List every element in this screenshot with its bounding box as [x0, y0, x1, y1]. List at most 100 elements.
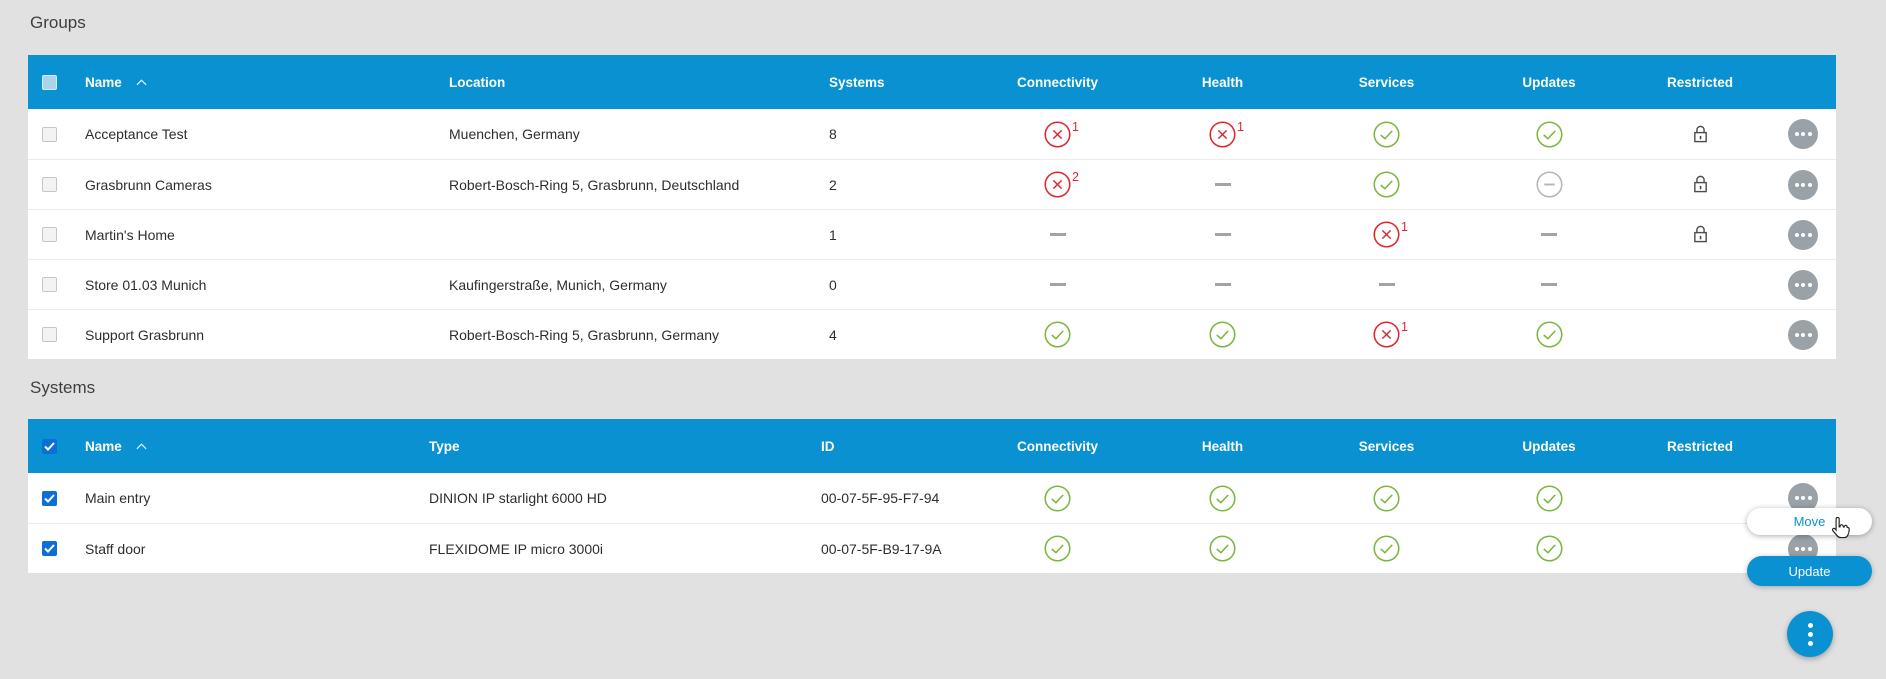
context-menu-update-button[interactable]: Update [1747, 556, 1872, 586]
groups-column-updates: Updates [1522, 74, 1576, 90]
group-name: Store 01.03 Munich [85, 276, 207, 293]
mouse-cursor-hand-icon [1829, 515, 1852, 542]
systems-select-all-checkbox[interactable] [41, 438, 57, 454]
status-none-dash [1541, 233, 1557, 236]
system-name: Main entry [85, 490, 151, 506]
status-none-dash [1214, 283, 1231, 286]
status-error-icon: 1 [1044, 120, 1079, 148]
groups-column-name[interactable]: Name [85, 74, 122, 90]
context-menu-move-button[interactable]: Move [1747, 508, 1872, 535]
status-ok-icon [1373, 485, 1400, 512]
status-ok-icon [1044, 321, 1071, 348]
status-none-dash [1049, 283, 1066, 286]
system-type: DINION IP starlight 6000 HD [429, 490, 607, 506]
systems-section-title: Systems [30, 378, 96, 397]
status-ok-icon [1373, 171, 1400, 198]
status-ok-icon [1373, 535, 1400, 562]
status-ok-icon [1209, 321, 1236, 348]
groups-column-connectivity: Connectivity [1016, 74, 1098, 90]
status-ok-icon [1209, 535, 1236, 562]
system-type: FLEXIDOME IP micro 3000i [429, 540, 604, 557]
group-systems-count: 8 [829, 126, 837, 142]
group-systems-count: 0 [829, 276, 837, 293]
system-id: 00-07-5F-95-F7-94 [821, 490, 940, 506]
lock-icon [1692, 124, 1709, 145]
groups-table: Name Location Systems Connectivity Healt… [28, 55, 1836, 359]
system-id: 00-07-5F-B9-17-9A [821, 540, 942, 557]
group-name: Acceptance Test [85, 126, 188, 142]
row-checkbox[interactable] [41, 227, 57, 242]
table-row[interactable]: Store 01.03 Munich Kaufingerstraße, Muni… [28, 259, 1836, 309]
systems-column-health: Health [1201, 438, 1244, 454]
row-checkbox[interactable] [41, 126, 57, 142]
systems-table: Name Type ID Connectivity Health Service… [28, 419, 1836, 573]
status-unknown-icon [1536, 171, 1563, 198]
row-actions-button[interactable] [1788, 319, 1818, 350]
systems-column-restricted: Restricted [1666, 438, 1734, 454]
group-location: Muenchen, Germany [449, 126, 580, 142]
status-error-icon: 1 [1209, 120, 1244, 148]
status-ok-icon [1536, 321, 1563, 348]
status-none-dash [1214, 183, 1231, 186]
group-location: Robert-Bosch-Ring 5, Grasbrunn, Germany [449, 326, 719, 343]
sort-ascending-icon[interactable] [136, 79, 147, 86]
groups-column-services: Services [1358, 74, 1415, 90]
group-systems-count: 2 [829, 176, 837, 193]
row-actions-button[interactable] [1788, 119, 1818, 149]
row-checkbox-checked[interactable] [41, 541, 57, 556]
status-error-icon: 2 [1044, 170, 1079, 198]
group-name: Martin's Home [85, 226, 175, 243]
group-name: Support Grasbrunn [85, 326, 205, 343]
status-ok-icon [1373, 121, 1400, 148]
groups-select-all-checkbox[interactable] [41, 74, 57, 90]
systems-column-updates: Updates [1522, 438, 1576, 454]
table-row[interactable]: Acceptance Test Muenchen, Germany 8 1 1 [28, 109, 1836, 159]
status-ok-icon [1044, 535, 1071, 562]
group-location: Robert-Bosch-Ring 5, Grasbrunn, Deutschl… [449, 176, 740, 193]
status-error-icon: 1 [1373, 320, 1408, 348]
status-error-icon: 1 [1373, 220, 1408, 248]
status-ok-icon [1209, 485, 1236, 512]
systems-column-services: Services [1358, 438, 1415, 454]
row-actions-button[interactable] [1788, 269, 1818, 300]
status-none-dash [1049, 233, 1066, 236]
status-ok-icon [1536, 485, 1563, 512]
groups-section-title: Groups [30, 13, 86, 32]
groups-column-location: Location [449, 74, 506, 90]
floating-actions-menu-button[interactable] [1787, 611, 1833, 657]
table-row[interactable]: Staff door FLEXIDOME IP micro 3000i 00-0… [28, 523, 1836, 573]
row-checkbox[interactable] [41, 327, 57, 342]
status-none-dash [1378, 283, 1395, 286]
lock-icon [1692, 224, 1709, 245]
systems-column-id: ID [821, 438, 835, 454]
table-row[interactable]: Main entry DINION IP starlight 6000 HD 0… [28, 473, 1836, 523]
row-checkbox[interactable] [41, 177, 57, 192]
group-name: Grasbrunn Cameras [85, 176, 212, 193]
group-systems-count: 4 [829, 326, 837, 343]
table-row[interactable]: Support Grasbrunn Robert-Bosch-Ring 5, G… [28, 309, 1836, 359]
systems-column-name[interactable]: Name [85, 438, 122, 454]
status-ok-icon [1044, 485, 1071, 512]
systems-table-header: Name Type ID Connectivity Health Service… [28, 419, 1836, 473]
groups-column-restricted: Restricted [1666, 74, 1734, 90]
systems-column-type: Type [429, 438, 460, 454]
lock-icon [1692, 174, 1709, 195]
status-ok-icon [1536, 121, 1563, 148]
row-checkbox[interactable] [41, 277, 57, 292]
row-checkbox-checked[interactable] [41, 490, 57, 506]
status-none-dash [1541, 283, 1557, 286]
groups-column-health: Health [1201, 74, 1244, 90]
table-row[interactable]: Grasbrunn Cameras Robert-Bosch-Ring 5, G… [28, 159, 1836, 209]
group-systems-count: 1 [829, 226, 837, 243]
status-ok-icon [1536, 535, 1563, 562]
sort-ascending-icon[interactable] [136, 443, 147, 450]
system-name: Staff door [85, 540, 146, 557]
groups-column-systems: Systems [829, 74, 885, 90]
table-row[interactable]: Martin's Home 1 1 [28, 209, 1836, 259]
systems-column-connectivity: Connectivity [1016, 438, 1098, 454]
group-location: Kaufingerstraße, Munich, Germany [449, 276, 667, 293]
status-none-dash [1214, 233, 1231, 236]
row-actions-button[interactable] [1788, 169, 1818, 200]
row-actions-button[interactable] [1788, 219, 1818, 250]
groups-table-header: Name Location Systems Connectivity Healt… [28, 55, 1836, 109]
